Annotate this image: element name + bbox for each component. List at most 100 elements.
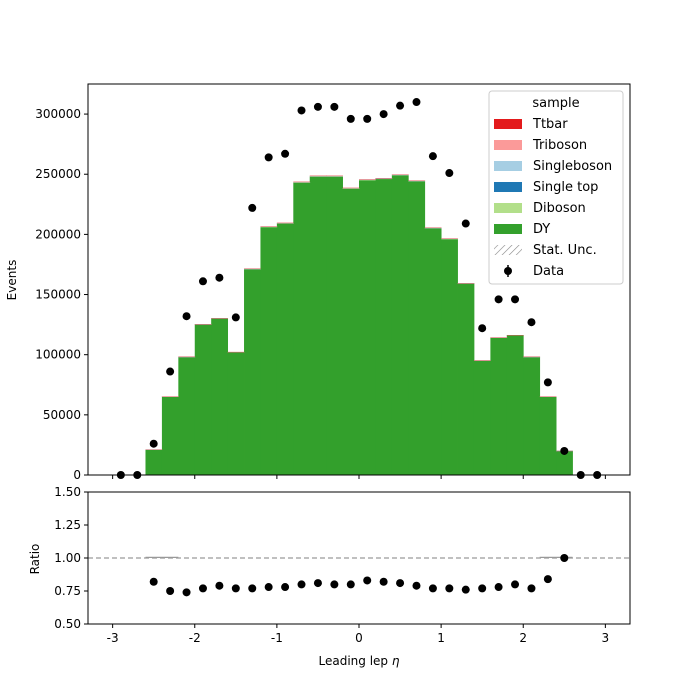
legend-entry-stat-unc-: Stat. Unc. (494, 243, 597, 258)
y-tick-label: 150000 (35, 288, 81, 302)
y-tick-label: 1.25 (54, 518, 81, 532)
ratio-point (182, 588, 191, 597)
bar-dy (342, 188, 360, 475)
x-tick-label: 3 (602, 631, 610, 645)
legend-box (488, 90, 624, 285)
data-point (231, 313, 240, 322)
data-point (198, 277, 207, 286)
legend-label: DY (533, 222, 550, 237)
ratio-point (445, 584, 454, 593)
y-tick-label: 100000 (35, 348, 81, 362)
ratio-x-axis: -3 -2 -1 0 1 2 3 (107, 624, 610, 645)
stack-layer (145, 174, 573, 476)
ratio-point (543, 575, 552, 584)
legend-swatch-single-top (494, 182, 522, 192)
legend-entry-dy: DY (494, 222, 550, 237)
legend-label: Stat. Unc. (533, 243, 597, 258)
y-tick-label: 0 (73, 468, 81, 482)
legend-label: Triboson (532, 138, 587, 153)
bar-dy (293, 182, 311, 475)
x-tick-label: -2 (189, 631, 201, 645)
x-tick-label: -1 (271, 631, 283, 645)
bar-dy (523, 357, 541, 475)
data-point (166, 367, 175, 376)
data-point (248, 203, 257, 212)
y-tick-label: 0.50 (54, 617, 81, 631)
data-point (494, 295, 503, 304)
bar-dy (178, 357, 196, 475)
ratio-point (231, 584, 240, 593)
x-axis-label: Leading lep η (319, 654, 400, 668)
data-point (511, 295, 520, 304)
data-point (560, 446, 569, 455)
y-tick-label: 50000 (43, 408, 81, 422)
bar-dy (359, 180, 376, 475)
ratio-point (346, 580, 355, 589)
bar-dy (194, 324, 212, 475)
ratio-point (264, 583, 273, 592)
data-point (313, 102, 322, 111)
data-point (297, 106, 306, 115)
data-point (346, 114, 355, 123)
legend-entry-ttbar: Ttbar (494, 117, 568, 132)
ratio-point (297, 580, 306, 589)
legend-entry-single-top: Single top (494, 180, 598, 195)
data-layer (116, 98, 602, 479)
legend-swatch-triboson (494, 140, 522, 150)
legend-label: Data (533, 264, 564, 279)
ratio-point (560, 554, 569, 562)
ratio-point (396, 579, 405, 588)
main-panel: 0 50000 100000 150000 200000 250000 300000 Eve… (5, 83, 631, 482)
ratio-point (330, 580, 339, 589)
data-point (379, 110, 388, 119)
legend-label: Single top (533, 180, 598, 195)
bar-dy (473, 360, 491, 475)
y-tick-label: 200000 (35, 227, 81, 241)
legend-entry-data: Data (504, 264, 564, 279)
legend-swatch-ttbar (494, 119, 522, 129)
bar-dy (424, 228, 442, 475)
ratio-point (313, 579, 322, 588)
ratio-point (428, 584, 437, 593)
bar-dy (490, 337, 508, 475)
y-tick-label: 300000 (35, 107, 81, 121)
data-point (445, 169, 454, 178)
data-point (478, 324, 487, 333)
bar-dy (260, 227, 278, 475)
legend-swatch-diboson (494, 203, 522, 213)
data-point (330, 102, 339, 111)
legend-swatch-singleboson (494, 161, 522, 171)
data-point (428, 152, 437, 161)
ratio-y-axis-label: Ratio (28, 544, 42, 575)
legend-entry-diboson: Diboson (494, 201, 586, 216)
ratio-point (198, 584, 207, 593)
data-point (527, 318, 536, 327)
ratio-point (461, 585, 470, 594)
bar-dy (375, 179, 393, 475)
ratio-point (478, 584, 487, 593)
legend-label: Diboson (533, 201, 586, 216)
y-tick-label: 250000 (35, 167, 81, 181)
data-point (461, 219, 470, 228)
bar-dy (556, 450, 573, 475)
bar-dy (211, 318, 229, 475)
legend-entry-triboson: Triboson (494, 138, 587, 153)
ratio-points-layer (149, 554, 569, 597)
ratio-point (281, 583, 290, 592)
x-tick-label: 1 (437, 631, 445, 645)
data-point (396, 101, 405, 110)
y-tick-label: 0.75 (54, 584, 81, 598)
ratio-point (363, 576, 372, 585)
legend-swatch-stat-unc (494, 245, 522, 255)
legend-entries: Ttbar Triboson Singleboson Single top Diboso… (494, 117, 612, 279)
bar-dy (391, 175, 409, 476)
y-tick-label: 1.50 (54, 485, 81, 499)
ratio-point (412, 581, 421, 590)
main-y-axis: 0 50000 100000 150000 200000 250000 300000 (35, 107, 88, 482)
legend-marker-data (504, 267, 512, 275)
ratio-point (248, 584, 257, 593)
bar-dy (276, 223, 294, 475)
ratio-point (215, 581, 224, 590)
bar-dy (244, 269, 261, 475)
